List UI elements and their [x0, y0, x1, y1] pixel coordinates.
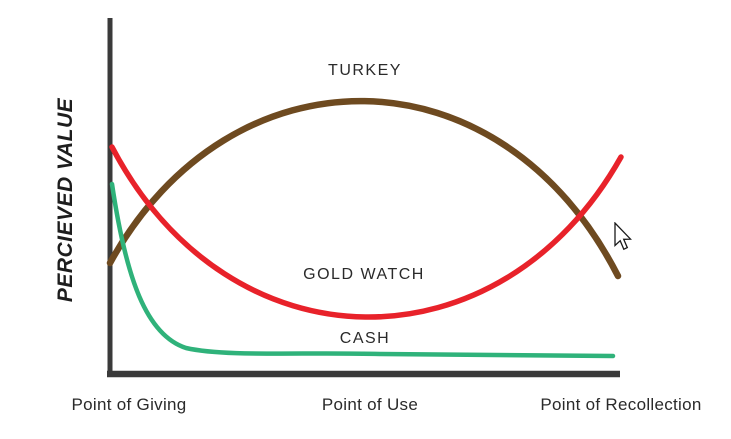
arrow-pointer-icon	[614, 222, 632, 251]
curve-label-turkey: TURKEY	[328, 62, 402, 79]
x-tick-point-of-use: Point of Use	[321, 395, 419, 414]
y-axis-label: PERCIEVED VALUE	[54, 97, 77, 303]
x-tick-point-of-recollection: Point of Recollection	[540, 395, 702, 414]
x-tick-point-of-giving: Point of Giving	[71, 395, 187, 414]
curve-label-gold-watch: GOLD WATCH	[303, 266, 425, 283]
curves-group	[106, 97, 624, 359]
curve-gold-watch	[109, 144, 624, 320]
curve-cash	[109, 181, 616, 359]
curve-turkey	[106, 97, 622, 280]
curve-label-cash: CASH	[339, 330, 391, 347]
